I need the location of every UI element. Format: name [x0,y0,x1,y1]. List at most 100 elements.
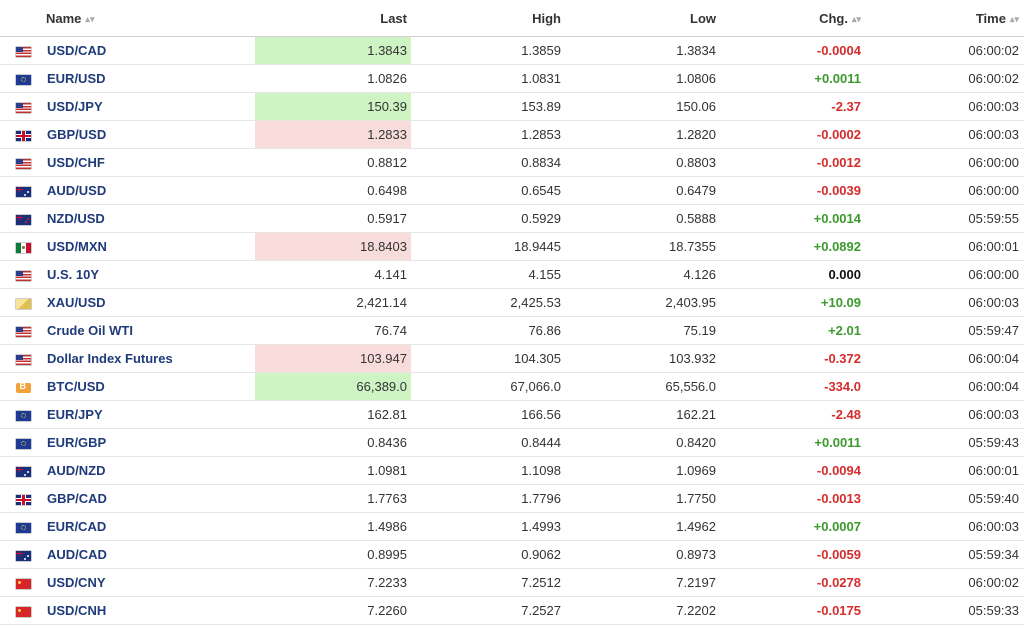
table-row[interactable]: AUD/USD 0.6498 0.6545 0.6479 -0.0039 06:00:00 [0,176,1024,205]
low-price: 150.06 [565,92,720,121]
instrument-name-link[interactable]: XAU/USD [46,288,255,317]
change-value: -2.37 [720,92,865,121]
last-price: 103.947 [255,344,411,373]
instrument-name-link[interactable]: Dollar Index Futures [46,344,255,373]
table-row[interactable]: USD/JPY 150.39 153.89 150.06 -2.37 06:00:03 [0,92,1024,121]
high-price: 2,425.53 [411,288,565,317]
low-price: 0.8973 [565,540,720,569]
instrument-name-link[interactable]: AUD/USD [46,176,255,205]
change-value: +0.0011 [720,428,865,457]
eu-flag-icon [15,74,31,85]
column-header-name[interactable]: Name ▴▾ [46,0,255,37]
instrument-name-link[interactable]: EUR/USD [46,64,255,93]
flag-cell [0,456,46,485]
last-price: 1.0826 [255,64,411,93]
low-price: 75.19 [565,316,720,345]
table-row[interactable]: EUR/GBP 0.8436 0.8444 0.8420 +0.0011 05:59:43 [0,428,1024,457]
instrument-name-link[interactable]: U.S. 10Y [46,260,255,289]
high-price: 0.6545 [411,176,565,205]
table-row[interactable]: USD/CNH 7.2260 7.2527 7.2202 -0.0175 05:59:33 [0,596,1024,625]
instrument-name-link[interactable]: EUR/JPY [46,400,255,429]
change-value: +2.01 [720,316,865,345]
table-row[interactable]: XAU/USD 2,421.14 2,425.53 2,403.95 +10.09 06:… [0,288,1024,317]
flag-cell [0,512,46,541]
column-header-low: Low [565,0,720,37]
table-row[interactable]: EUR/CAD 1.4986 1.4993 1.4962 +0.0007 06:00:03 [0,512,1024,541]
sort-icon[interactable]: ▴▾ [851,13,861,24]
table-row[interactable]: AUD/NZD 1.0981 1.1098 1.0969 -0.0094 06:00:01 [0,456,1024,485]
instrument-name-link[interactable]: USD/CNY [46,568,255,597]
sort-icon[interactable]: ▴▾ [85,13,95,24]
instrument-name-link[interactable]: NZD/USD [46,204,255,233]
time-value: 05:59:40 [865,484,1023,513]
time-value: 06:00:03 [865,120,1023,149]
instrument-name-link[interactable]: Crude Oil WTI [46,316,255,345]
instrument-name-link[interactable]: USD/CHF [46,148,255,177]
instrument-name-link[interactable]: GBP/USD [46,120,255,149]
instrument-name-link[interactable]: EUR/GBP [46,428,255,457]
gb-flag-icon [15,130,31,141]
nz-flag-icon [15,214,31,225]
table-row[interactable]: USD/CNY 7.2233 7.2512 7.2197 -0.0278 06:00:02 [0,568,1024,597]
time-value: 05:59:55 [865,204,1023,233]
column-header-chg[interactable]: Chg. ▴▾ [720,0,865,37]
table-row[interactable]: USD/CAD 1.3843 1.3859 1.3834 -0.0004 06:00:02 [0,36,1024,65]
high-price: 153.89 [411,92,565,121]
high-price: 7.2512 [411,568,565,597]
quotes-body: USD/CAD 1.3843 1.3859 1.3834 -0.0004 06:00:02… [0,36,1024,625]
flag-cell [0,232,46,261]
time-value: 05:59:43 [865,428,1023,457]
change-value: -0.0004 [720,36,865,65]
instrument-name-link[interactable]: USD/JPY [46,92,255,121]
table-row[interactable]: EUR/USD 1.0826 1.0831 1.0806 +0.0011 06:00:02 [0,64,1024,93]
flag-cell [0,120,46,149]
table-row[interactable]: EUR/JPY 162.81 166.56 162.21 -2.48 06:00:03 [0,400,1024,429]
time-value: 06:00:03 [865,400,1023,429]
last-price: 7.2260 [255,596,411,625]
table-row[interactable]: GBP/USD 1.2833 1.2853 1.2820 -0.0002 06:00:03 [0,120,1024,149]
table-row[interactable]: USD/CHF 0.8812 0.8834 0.8803 -0.0012 06:00:00 [0,148,1024,177]
change-value: -0.0175 [720,596,865,625]
instrument-name-link[interactable]: AUD/CAD [46,540,255,569]
table-row[interactable]: U.S. 10Y 4.141 4.155 4.126 0.000 06:00:00 [0,260,1024,289]
instrument-name-link[interactable]: EUR/CAD [46,512,255,541]
table-header-row: Name ▴▾ Last High Low Chg. ▴▾ Time ▴▾ [0,0,1024,37]
change-value: +0.0014 [720,204,865,233]
instrument-name-link[interactable]: BTC/USD [46,372,255,401]
last-price: 162.81 [255,400,411,429]
instrument-name-link[interactable]: USD/CAD [46,36,255,65]
cn-flag-icon [15,578,31,589]
sort-icon[interactable]: ▴▾ [1009,13,1019,24]
table-row[interactable]: NZD/USD 0.5917 0.5929 0.5888 +0.0014 05:59:55 [0,204,1024,233]
instrument-name-link[interactable]: GBP/CAD [46,484,255,513]
last-price: 1.3843 [255,36,411,65]
last-price: 1.0981 [255,456,411,485]
low-price: 65,556.0 [565,372,720,401]
table-row[interactable]: Crude Oil WTI 76.74 76.86 75.19 +2.01 05:59:4… [0,316,1024,345]
change-value: -0.0002 [720,120,865,149]
column-header-time[interactable]: Time ▴▾ [865,0,1023,37]
instrument-name-link[interactable]: USD/MXN [46,232,255,261]
column-header-last: Last [255,0,411,37]
instrument-name-link[interactable]: USD/CNH [46,596,255,625]
au-flag-icon [15,186,31,197]
us-flag-icon [15,158,31,169]
us-flag-icon [15,102,31,113]
table-row[interactable]: BTC/USD66,389.067,066.065,556.0-334.006:… [0,372,1024,401]
table-row[interactable]: GBP/CAD 1.7763 1.7796 1.7750 -0.0013 05:59:40 [0,484,1024,513]
instrument-name-link[interactable]: AUD/NZD [46,456,255,485]
high-price: 0.9062 [411,540,565,569]
us-flag-icon [15,326,31,337]
table-row[interactable]: AUD/CAD 0.8995 0.9062 0.8973 -0.0059 05:59:34 [0,540,1024,569]
flag-cell [0,64,46,93]
mx-flag-icon [15,242,31,253]
flag-cell [0,428,46,457]
change-value: -0.0059 [720,540,865,569]
table-row[interactable]: USD/MXN 18.8403 18.9445 18.7355 +0.0892 06:00… [0,232,1024,261]
gold-flag-icon [15,298,31,309]
time-value: 06:00:00 [865,260,1023,289]
au-flag-icon [15,466,31,477]
table-row[interactable]: Dollar Index Futures 103.947 104.305 103.93… [0,344,1024,373]
us-flag-icon [15,46,31,57]
